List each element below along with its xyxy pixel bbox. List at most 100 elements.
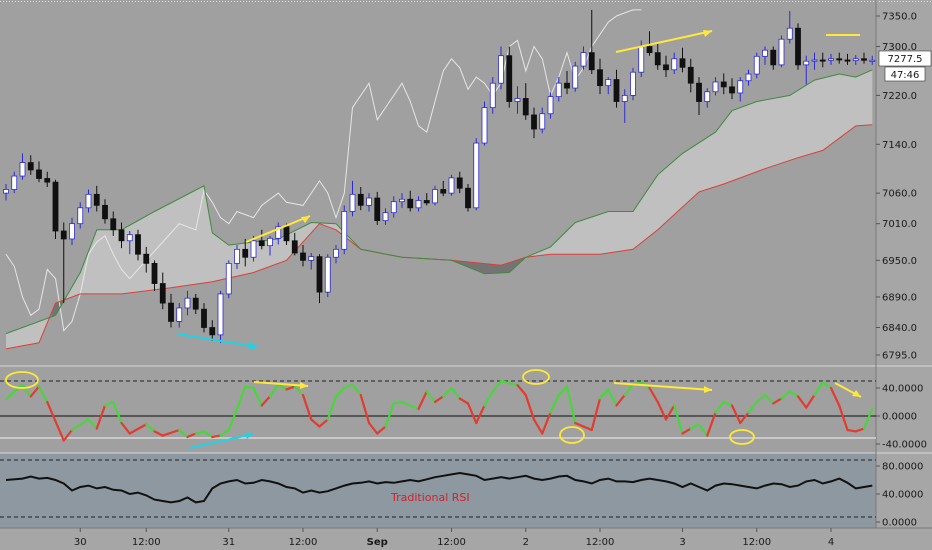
oscillator-segment	[62, 428, 74, 442]
candle-body	[539, 113, 546, 130]
candle-body	[819, 59, 826, 62]
oscillator-segment	[268, 383, 280, 398]
candle	[357, 187, 364, 211]
candle-body	[159, 283, 166, 304]
candle-body	[663, 64, 669, 71]
candle	[69, 217, 75, 246]
arrowhead-yellow-1	[301, 216, 310, 223]
oscillator-segment	[235, 385, 247, 411]
candle-body	[555, 82, 562, 98]
candle	[580, 46, 587, 70]
oscillator-segment	[103, 400, 115, 407]
candle	[572, 61, 579, 92]
time-axis-panel[interactable]	[0, 528, 932, 550]
candle-body	[448, 177, 455, 194]
candle	[341, 205, 348, 255]
rsi-tick-label: 0.0000	[882, 518, 917, 529]
candle-body	[795, 27, 801, 66]
candle	[168, 293, 174, 328]
candle-body	[374, 197, 381, 222]
time-tick-label: 12:00	[437, 537, 466, 548]
candle-body	[481, 107, 488, 144]
candle	[225, 260, 232, 299]
rsi-pane[interactable]	[0, 453, 876, 528]
candle-body	[753, 55, 760, 75]
candle-body	[176, 307, 183, 322]
candle-body	[762, 49, 768, 57]
span-a-line	[5, 69, 873, 335]
candle	[60, 222, 67, 304]
oscillator-segment	[442, 386, 453, 398]
candle	[654, 43, 661, 70]
candle-body	[440, 189, 447, 194]
candle-body	[143, 253, 150, 264]
candle	[432, 185, 438, 206]
oscillator-segment	[549, 393, 560, 414]
cloud-segment	[453, 257, 524, 274]
oscillator-segment	[590, 397, 602, 432]
oscillator-segment	[301, 393, 313, 421]
candle-body	[102, 204, 108, 220]
candle	[242, 238, 249, 267]
candle	[869, 55, 876, 65]
candle	[333, 245, 339, 264]
oscillator-segment	[384, 402, 395, 428]
oscillator-segment	[772, 397, 783, 405]
candle	[844, 53, 851, 65]
oscillator-segment	[739, 411, 750, 425]
last-price-label[interactable]: 7277.5 47:46	[878, 50, 932, 82]
candle	[778, 35, 785, 68]
candle-body	[168, 302, 174, 322]
oscillator-segment	[219, 428, 230, 437]
candle	[217, 290, 224, 343]
candle	[143, 246, 150, 273]
oscillator-segment	[862, 407, 874, 430]
oscillator-segment	[466, 402, 478, 425]
candle	[159, 272, 166, 310]
candle-body	[671, 58, 678, 71]
candle-body	[498, 55, 504, 84]
oscillator-segment	[128, 423, 148, 435]
price-pane[interactable]	[0, 0, 876, 366]
candle-body	[225, 262, 232, 295]
candle	[184, 290, 191, 316]
oscillator-pane[interactable]	[0, 366, 876, 453]
candle-body	[712, 81, 719, 93]
oscillator-segment	[37, 385, 49, 404]
candle-body	[349, 193, 356, 212]
oscillator-segment	[516, 384, 527, 397]
candle-body	[687, 66, 694, 84]
oscillator-segment	[359, 393, 371, 425]
oscillator-segment	[343, 383, 354, 390]
candle-body	[456, 177, 463, 189]
candle	[209, 320, 216, 341]
candle-body	[852, 58, 859, 61]
candle-body	[77, 207, 84, 225]
candle	[473, 138, 480, 211]
candle-body	[737, 80, 744, 94]
candle	[712, 77, 719, 96]
oscillator-segment	[95, 404, 107, 430]
cloud-segment	[51, 300, 64, 317]
candle	[102, 199, 108, 224]
price-axis-panel[interactable]	[876, 0, 932, 528]
candle-body	[465, 187, 471, 209]
osc-arrowhead-yellow-1	[300, 382, 308, 389]
candle	[118, 222, 125, 249]
oscillator-segment	[227, 407, 239, 432]
candle-body	[27, 162, 34, 171]
oscillator-segment	[153, 430, 164, 437]
time-tick-label: 31	[222, 537, 235, 548]
candle-body	[341, 211, 348, 250]
rsi-tick-label: 80.0000	[882, 462, 923, 473]
candle-body	[135, 234, 141, 255]
annotation-arrows	[177, 30, 860, 350]
candle	[613, 69, 620, 108]
candle-body	[704, 91, 711, 102]
candle-body	[630, 71, 636, 96]
candle-body	[267, 237, 273, 247]
candle-body	[778, 38, 785, 66]
candle	[423, 193, 430, 206]
candle-body	[110, 218, 117, 231]
